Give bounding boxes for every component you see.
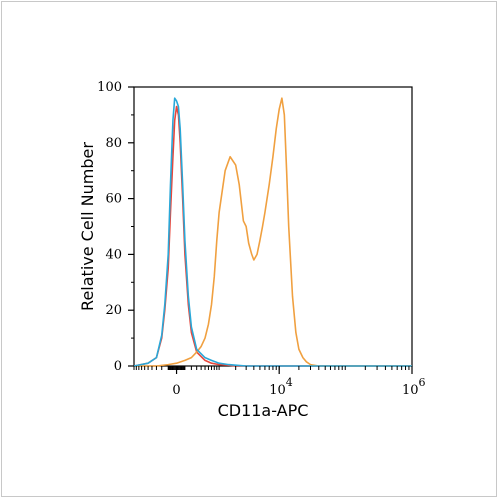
series-line-1 [133, 105, 412, 367]
plot-area [133, 86, 413, 367]
y-tick-label: 20 [105, 303, 122, 318]
y-tick-label: 60 [105, 192, 122, 207]
y-tick-label: 40 [105, 247, 122, 262]
series-line-3 [133, 97, 412, 367]
x-tick-label: 106 [402, 376, 426, 398]
y-axis: 0 20 40 60 80 100 [97, 80, 134, 374]
series-line-2 [134, 97, 412, 367]
series-layer [133, 97, 412, 367]
y-tick-label: 0 [114, 359, 122, 374]
y-tick-label: 100 [97, 80, 122, 95]
x-tick-label: 0 [172, 383, 180, 398]
y-tick-label: 80 [105, 136, 122, 151]
x-axis-label: CD11a-APC [218, 401, 309, 420]
x-tick-label: 104 [269, 376, 293, 398]
x-axis: 0 104 106 [133, 366, 426, 398]
y-axis-label: Relative Cell Number [78, 142, 97, 311]
